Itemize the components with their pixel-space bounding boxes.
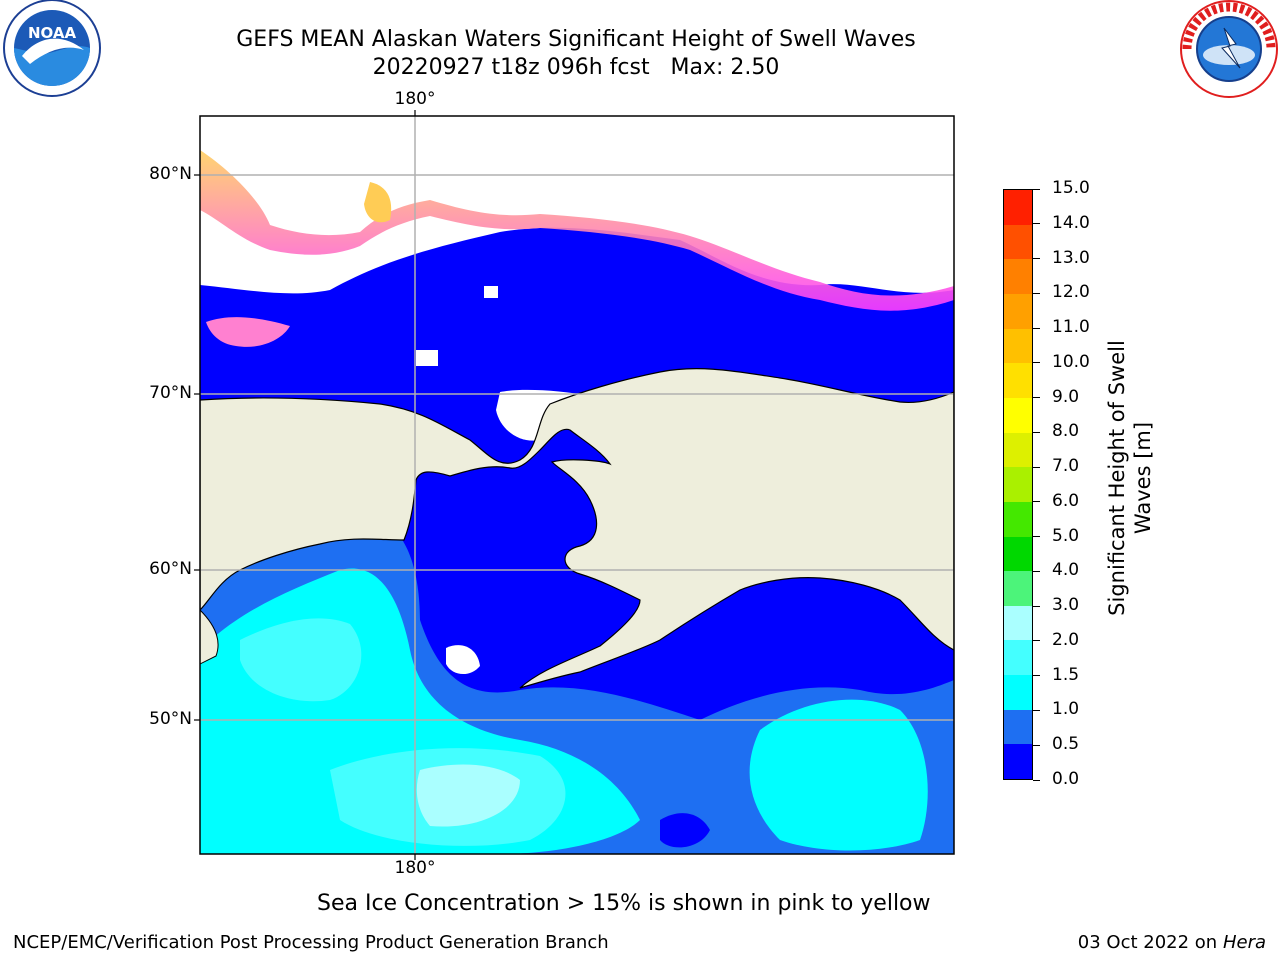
lat-label-70: 70°N <box>149 383 192 403</box>
graticule <box>200 116 954 854</box>
sea-ice-caption: Sea Ice Concentration > 15% is shown in … <box>317 891 931 916</box>
colorbar-tick-label: 1.5 <box>1052 664 1080 685</box>
colorbar-tick-label: 13.0 <box>1052 247 1090 268</box>
colorbar-tick-label: 9.0 <box>1052 386 1080 407</box>
colorbar-tick-mark <box>1033 292 1040 294</box>
colorbar-tick-mark <box>1033 431 1040 433</box>
land-mass <box>200 368 954 689</box>
colorbar-tick-label: 12.0 <box>1052 282 1090 303</box>
lat-label-80: 80°N <box>149 164 192 184</box>
noaa-logo: NOAA <box>0 0 106 100</box>
colorbar-tick-mark <box>1033 709 1040 711</box>
colorbar-segment <box>1004 224 1032 260</box>
colorbar-tick-mark <box>1033 536 1040 538</box>
colorbar-tick-mark <box>1033 675 1040 677</box>
colorbar-tick-mark <box>1033 188 1040 190</box>
colorbar-tick-mark <box>1033 397 1040 399</box>
colorbar-segment <box>1004 259 1032 295</box>
swell-zone-1-0-east <box>749 699 928 851</box>
chart-title: GEFS MEAN Alaskan Waters Significant Hei… <box>236 27 916 52</box>
sea-ice-fringe <box>200 150 954 311</box>
colorbar-tick-mark <box>1033 640 1040 642</box>
colorbar <box>1003 189 1033 780</box>
footer-date: 03 Oct 2022 on Hera <box>1078 932 1266 953</box>
colorbar-tick-mark <box>1033 744 1040 746</box>
colorbar-tick-label: 7.0 <box>1052 456 1080 477</box>
colorbar-segment <box>1004 363 1032 398</box>
swell-zone-2-0 <box>416 764 520 827</box>
arctic-no-data <box>200 116 954 294</box>
colorbar-tick-label: 15.0 <box>1052 178 1090 198</box>
svg-text:NOAA: NOAA <box>28 24 77 42</box>
sea-ice-patch-north <box>364 182 392 223</box>
colorbar-tick-mark <box>1033 779 1040 781</box>
colorbar-tick-label: 10.0 <box>1052 351 1090 372</box>
footer-date-text: 03 Oct 2022 on <box>1077 932 1223 953</box>
lon-label-bottom: 180° <box>394 858 436 878</box>
colorbar-tick-label: 0.5 <box>1052 734 1080 755</box>
colorbar-tick-mark <box>1033 258 1040 260</box>
colorbar-segment <box>1004 675 1032 710</box>
colorbar-segment <box>1004 744 1032 779</box>
colorbar-tick-mark <box>1033 223 1040 225</box>
lat-label-50: 50°N <box>149 709 192 729</box>
footer-credit: NCEP/EMC/Verification Post Processing Pr… <box>13 932 609 953</box>
colorbar-segment <box>1004 190 1032 225</box>
colorbar-tick-label: 8.0 <box>1052 421 1080 442</box>
colorbar-segment <box>1004 328 1032 364</box>
swell-zone-1-5-west <box>240 618 362 702</box>
colorbar-tick-label: 2.0 <box>1052 629 1080 650</box>
colorbar-tick-mark <box>1033 501 1040 503</box>
footer-host: Hera <box>1222 932 1266 953</box>
lat-label-60: 60°N <box>149 559 192 579</box>
colorbar-tick-mark <box>1033 362 1040 364</box>
colorbar-tick-mark <box>1033 327 1040 329</box>
colorbar-segment <box>1004 571 1032 606</box>
colorbar-segment <box>1004 294 1032 329</box>
colorbar-segment <box>1004 536 1032 572</box>
colorbar-segment <box>1004 432 1032 468</box>
sea-ice-patch-west <box>206 317 290 347</box>
colorbar-segment <box>1004 397 1032 433</box>
chart-subtitle: 20220927 t18z 096h fcst Max: 2.50 <box>372 55 780 80</box>
colorbar-tick-label: 3.0 <box>1052 595 1080 616</box>
colorbar-segment <box>1004 709 1032 745</box>
colorbar-tick-mark <box>1033 570 1040 572</box>
colorbar-segment <box>1004 467 1032 502</box>
colorbar-tick-label: 0.0 <box>1052 769 1080 789</box>
colorbar-tick-mark <box>1033 466 1040 468</box>
colorbar-tick-label: 6.0 <box>1052 490 1080 511</box>
colorbar-tick-label: 4.0 <box>1052 560 1080 581</box>
map-frame <box>199 115 955 855</box>
colorbar-segment <box>1004 640 1032 676</box>
colorbar-tick-label: 14.0 <box>1052 212 1090 233</box>
colorbar-segment <box>1004 501 1032 537</box>
colorbar-tick-label: 11.0 <box>1052 317 1090 338</box>
colorbar-tick-mark <box>1033 605 1040 607</box>
nws-logo <box>1178 0 1280 100</box>
lon-label-top: 180° <box>394 89 436 109</box>
colorbar-tick-label: 5.0 <box>1052 525 1080 546</box>
colorbar-segment <box>1004 605 1032 641</box>
colorbar-tick-label: 1.0 <box>1052 699 1080 720</box>
